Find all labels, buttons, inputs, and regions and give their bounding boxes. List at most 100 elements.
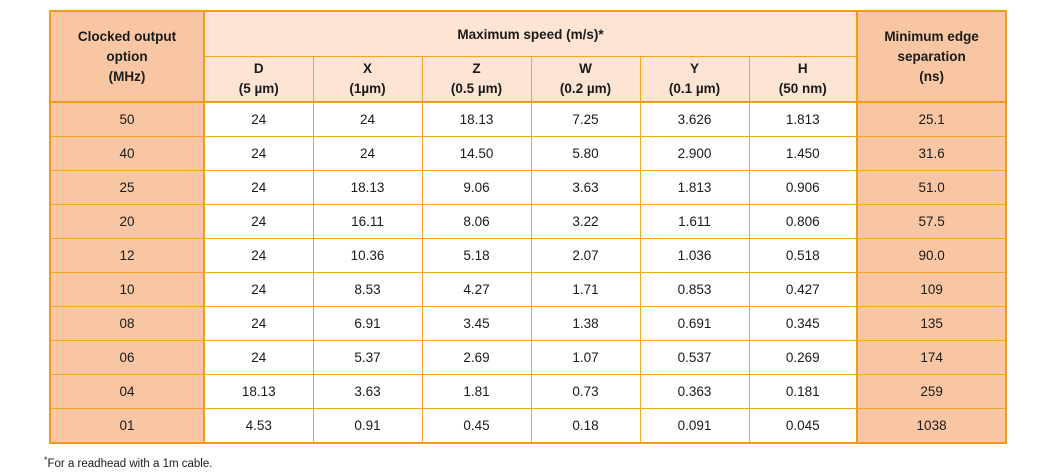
cell-speed-w: 0.73 (530, 374, 641, 409)
cell-clocked-output: 40 (49, 136, 205, 171)
cell-speed-w: 5.80 (530, 136, 641, 171)
table-row: 12 24 10.36 5.18 2.07 1.036 0.518 90.0 (49, 238, 1008, 273)
cell-speed-h: 0.427 (748, 272, 858, 307)
header-resolution-x: X (1µm) (312, 56, 423, 103)
cell-speed-d: 24 (203, 170, 314, 205)
resolution-value: (0.2 µm) (559, 81, 612, 96)
table-row: 06 24 5.37 2.69 1.07 0.537 0.269 174 (49, 340, 1008, 375)
cell-speed-d: 18.13 (203, 374, 314, 409)
cell-speed-y: 0.537 (639, 340, 750, 375)
cell-speed-z: 9.06 (421, 170, 532, 205)
cell-speed-x: 10.36 (312, 238, 423, 273)
cell-clocked-output: 20 (49, 204, 205, 239)
resolution-letter: X (362, 61, 372, 76)
cell-speed-h: 0.906 (748, 170, 858, 205)
cell-edge-separation: 135 (856, 306, 1008, 341)
header-resolution-y: Y (0.1 µm) (639, 56, 750, 103)
header-resolution-d: D (5 µm) (203, 56, 314, 103)
resolution-letter: Z (472, 61, 481, 76)
resolution-letter: H (797, 61, 808, 76)
speed-spec-table: Clocked output option (MHz) Maximum spee… (49, 10, 1008, 444)
header-resolution-z: Z (0.5 µm) (421, 56, 532, 103)
resolution-value: (0.5 µm) (450, 81, 503, 96)
cell-clocked-output: 01 (49, 408, 205, 444)
cell-speed-z: 3.45 (421, 306, 532, 341)
cell-speed-w: 3.22 (530, 204, 641, 239)
cell-speed-d: 24 (203, 340, 314, 375)
cell-speed-h: 1.450 (748, 136, 858, 171)
cell-speed-y: 0.363 (639, 374, 750, 409)
table-row: 10 24 8.53 4.27 1.71 0.853 0.427 109 (49, 272, 1008, 307)
header-minimum-edge-separation: Minimum edge separation (ns) (856, 10, 1008, 103)
cell-speed-w: 1.38 (530, 306, 641, 341)
cell-speed-z: 8.06 (421, 204, 532, 239)
cell-speed-z: 0.45 (421, 408, 532, 444)
cell-speed-x: 8.53 (312, 272, 423, 307)
footnote-text: For a readhead with a 1m cable. (47, 458, 213, 470)
cell-speed-w: 1.71 (530, 272, 641, 307)
header-clocked-output: Clocked output option (MHz) (49, 10, 205, 103)
resolution-letter: W (579, 61, 592, 76)
table-row: 20 24 16.11 8.06 3.22 1.611 0.806 57.5 (49, 204, 1008, 239)
cell-clocked-output: 25 (49, 170, 205, 205)
cell-edge-separation: 25.1 (856, 101, 1008, 137)
cell-speed-w: 2.07 (530, 238, 641, 273)
resolution-value: (50 nm) (778, 81, 827, 96)
cell-speed-y: 0.091 (639, 408, 750, 444)
resolution-value: (1µm) (349, 81, 386, 96)
cell-speed-d: 4.53 (203, 408, 314, 444)
header-resolution-w: W (0.2 µm) (530, 56, 641, 103)
cell-speed-x: 18.13 (312, 170, 423, 205)
cell-speed-x: 24 (312, 101, 423, 137)
cell-speed-d: 24 (203, 306, 314, 341)
cell-speed-h: 0.806 (748, 204, 858, 239)
cell-speed-y: 0.853 (639, 272, 750, 307)
cell-speed-h: 0.045 (748, 408, 858, 444)
cell-speed-z: 2.69 (421, 340, 532, 375)
cell-speed-d: 24 (203, 272, 314, 307)
cell-speed-w: 1.07 (530, 340, 641, 375)
cell-speed-z: 14.50 (421, 136, 532, 171)
cell-edge-separation: 1038 (856, 408, 1008, 444)
cell-edge-separation: 174 (856, 340, 1008, 375)
cell-speed-y: 1.813 (639, 170, 750, 205)
cell-speed-x: 3.63 (312, 374, 423, 409)
cell-clocked-output: 06 (49, 340, 205, 375)
table-row: 08 24 6.91 3.45 1.38 0.691 0.345 135 (49, 306, 1008, 341)
cell-speed-d: 24 (203, 136, 314, 171)
cell-edge-separation: 90.0 (856, 238, 1008, 273)
cell-speed-h: 1.813 (748, 101, 858, 137)
cell-speed-y: 2.900 (639, 136, 750, 171)
cell-clocked-output: 10 (49, 272, 205, 307)
table-row: 40 24 24 14.50 5.80 2.900 1.450 31.6 (49, 136, 1008, 171)
cell-edge-separation: 31.6 (856, 136, 1008, 171)
cell-speed-w: 7.25 (530, 101, 641, 137)
table-row: 50 24 24 18.13 7.25 3.626 1.813 25.1 (49, 101, 1008, 137)
footnote-marker: * (44, 455, 48, 465)
table-row: 25 24 18.13 9.06 3.63 1.813 0.906 51.0 (49, 170, 1008, 205)
cell-clocked-output: 08 (49, 306, 205, 341)
header-maximum-speed: Maximum speed (m/s)* (203, 10, 858, 57)
cell-clocked-output: 04 (49, 374, 205, 409)
cell-speed-w: 3.63 (530, 170, 641, 205)
cell-speed-z: 5.18 (421, 238, 532, 273)
cell-speed-x: 0.91 (312, 408, 423, 444)
cell-speed-x: 24 (312, 136, 423, 171)
cell-speed-x: 5.37 (312, 340, 423, 375)
cell-speed-d: 24 (203, 101, 314, 137)
resolution-letter: Y (689, 61, 699, 76)
cell-clocked-output: 50 (49, 101, 205, 137)
cell-clocked-output: 12 (49, 238, 205, 273)
cell-speed-h: 0.181 (748, 374, 858, 409)
cell-speed-d: 24 (203, 204, 314, 239)
resolution-value: (5 µm) (238, 81, 279, 96)
cell-speed-y: 0.691 (639, 306, 750, 341)
cell-edge-separation: 109 (856, 272, 1008, 307)
cell-speed-d: 24 (203, 238, 314, 273)
cell-speed-w: 0.18 (530, 408, 641, 444)
cell-speed-z: 4.27 (421, 272, 532, 307)
cell-edge-separation: 57.5 (856, 204, 1008, 239)
cell-speed-h: 0.269 (748, 340, 858, 375)
cell-edge-separation: 259 (856, 374, 1008, 409)
header-resolution-h: H (50 nm) (748, 56, 858, 103)
